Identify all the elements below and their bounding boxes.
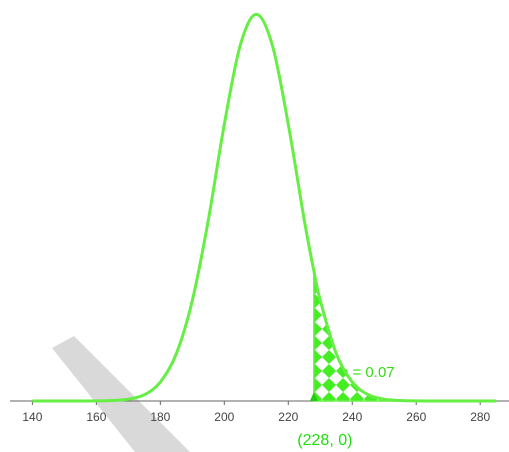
point-marker — [309, 392, 318, 401]
point-label: (228, 0) — [297, 432, 352, 449]
x-tick-label: 260 — [406, 410, 426, 424]
x-tick-label: 220 — [278, 410, 298, 424]
shaded-area — [313, 270, 497, 402]
x-tick-label: 180 — [150, 410, 170, 424]
x-tick-label: 140 — [22, 410, 42, 424]
x-tick-label: 200 — [214, 410, 234, 424]
density-curve — [32, 12, 497, 403]
x-tick-label: 240 — [342, 410, 362, 424]
x-tick-label: 280 — [470, 410, 490, 424]
x-tick-label: 160 — [86, 410, 106, 424]
area-label: b = 0.07 — [340, 364, 395, 381]
watermark — [52, 336, 190, 452]
